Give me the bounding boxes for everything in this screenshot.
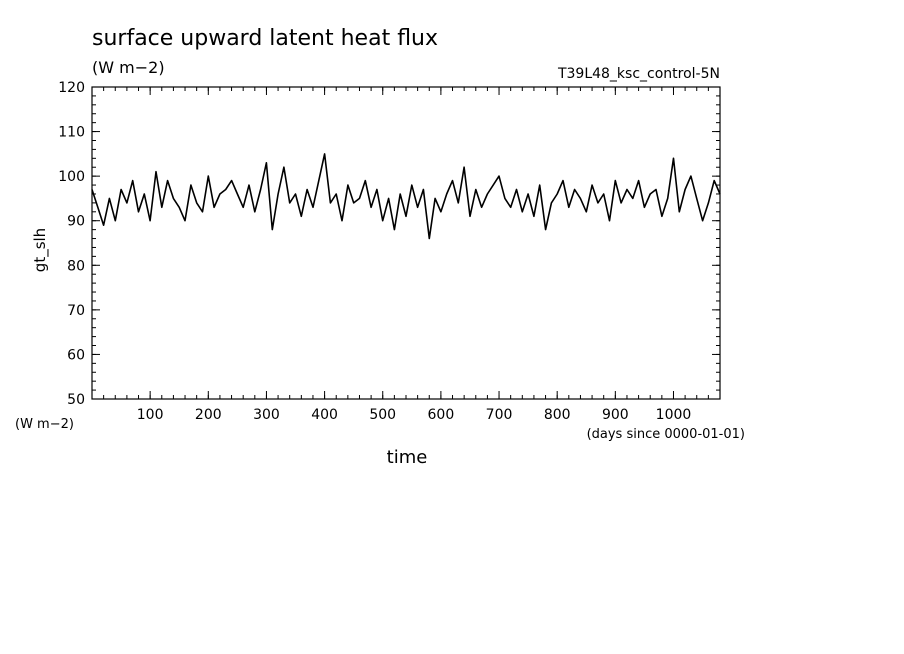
y-tick-label: 50 <box>67 392 85 408</box>
experiment-label: T39L48_ksc_control-5N <box>557 66 720 82</box>
y-tick-label: 80 <box>67 258 85 274</box>
title-units: (W m−2) <box>92 58 165 77</box>
y-tick-label: 100 <box>58 169 85 185</box>
x-tick-label: 100 <box>137 407 164 423</box>
x-axis-units: (days since 0000-01-01) <box>587 427 745 442</box>
y-tick-label: 70 <box>67 303 85 319</box>
x-tick-label: 800 <box>544 407 571 423</box>
x-tick-label: 400 <box>311 407 338 423</box>
x-axis-label: time <box>387 447 428 468</box>
y-axis-ticks: 50 60 70 80 90 100 110 120 <box>58 80 720 408</box>
x-tick-label: 500 <box>369 407 396 423</box>
y-tick-label: 60 <box>67 347 85 363</box>
x-tick-label: 900 <box>602 407 629 423</box>
y-axis-units: (W m−2) <box>15 417 74 432</box>
y-tick-label: 90 <box>67 214 85 230</box>
x-tick-label: 600 <box>428 407 455 423</box>
x-tick-label: 200 <box>195 407 222 423</box>
y-axis-label: gt_slh <box>31 228 50 272</box>
y-tick-label: 120 <box>58 80 85 96</box>
series-line <box>91 153 721 240</box>
x-tick-label: 700 <box>486 407 513 423</box>
series-group <box>91 153 721 240</box>
x-tick-label: 1000 <box>656 407 692 423</box>
chart-title: surface upward latent heat flux <box>92 26 438 51</box>
y-tick-label: 110 <box>58 125 85 141</box>
x-tick-label: 300 <box>253 407 280 423</box>
plot-frame <box>91 86 721 400</box>
x-axis-ticks: 100 200 300 400 500 600 700 800 900 1000 <box>91 87 721 423</box>
